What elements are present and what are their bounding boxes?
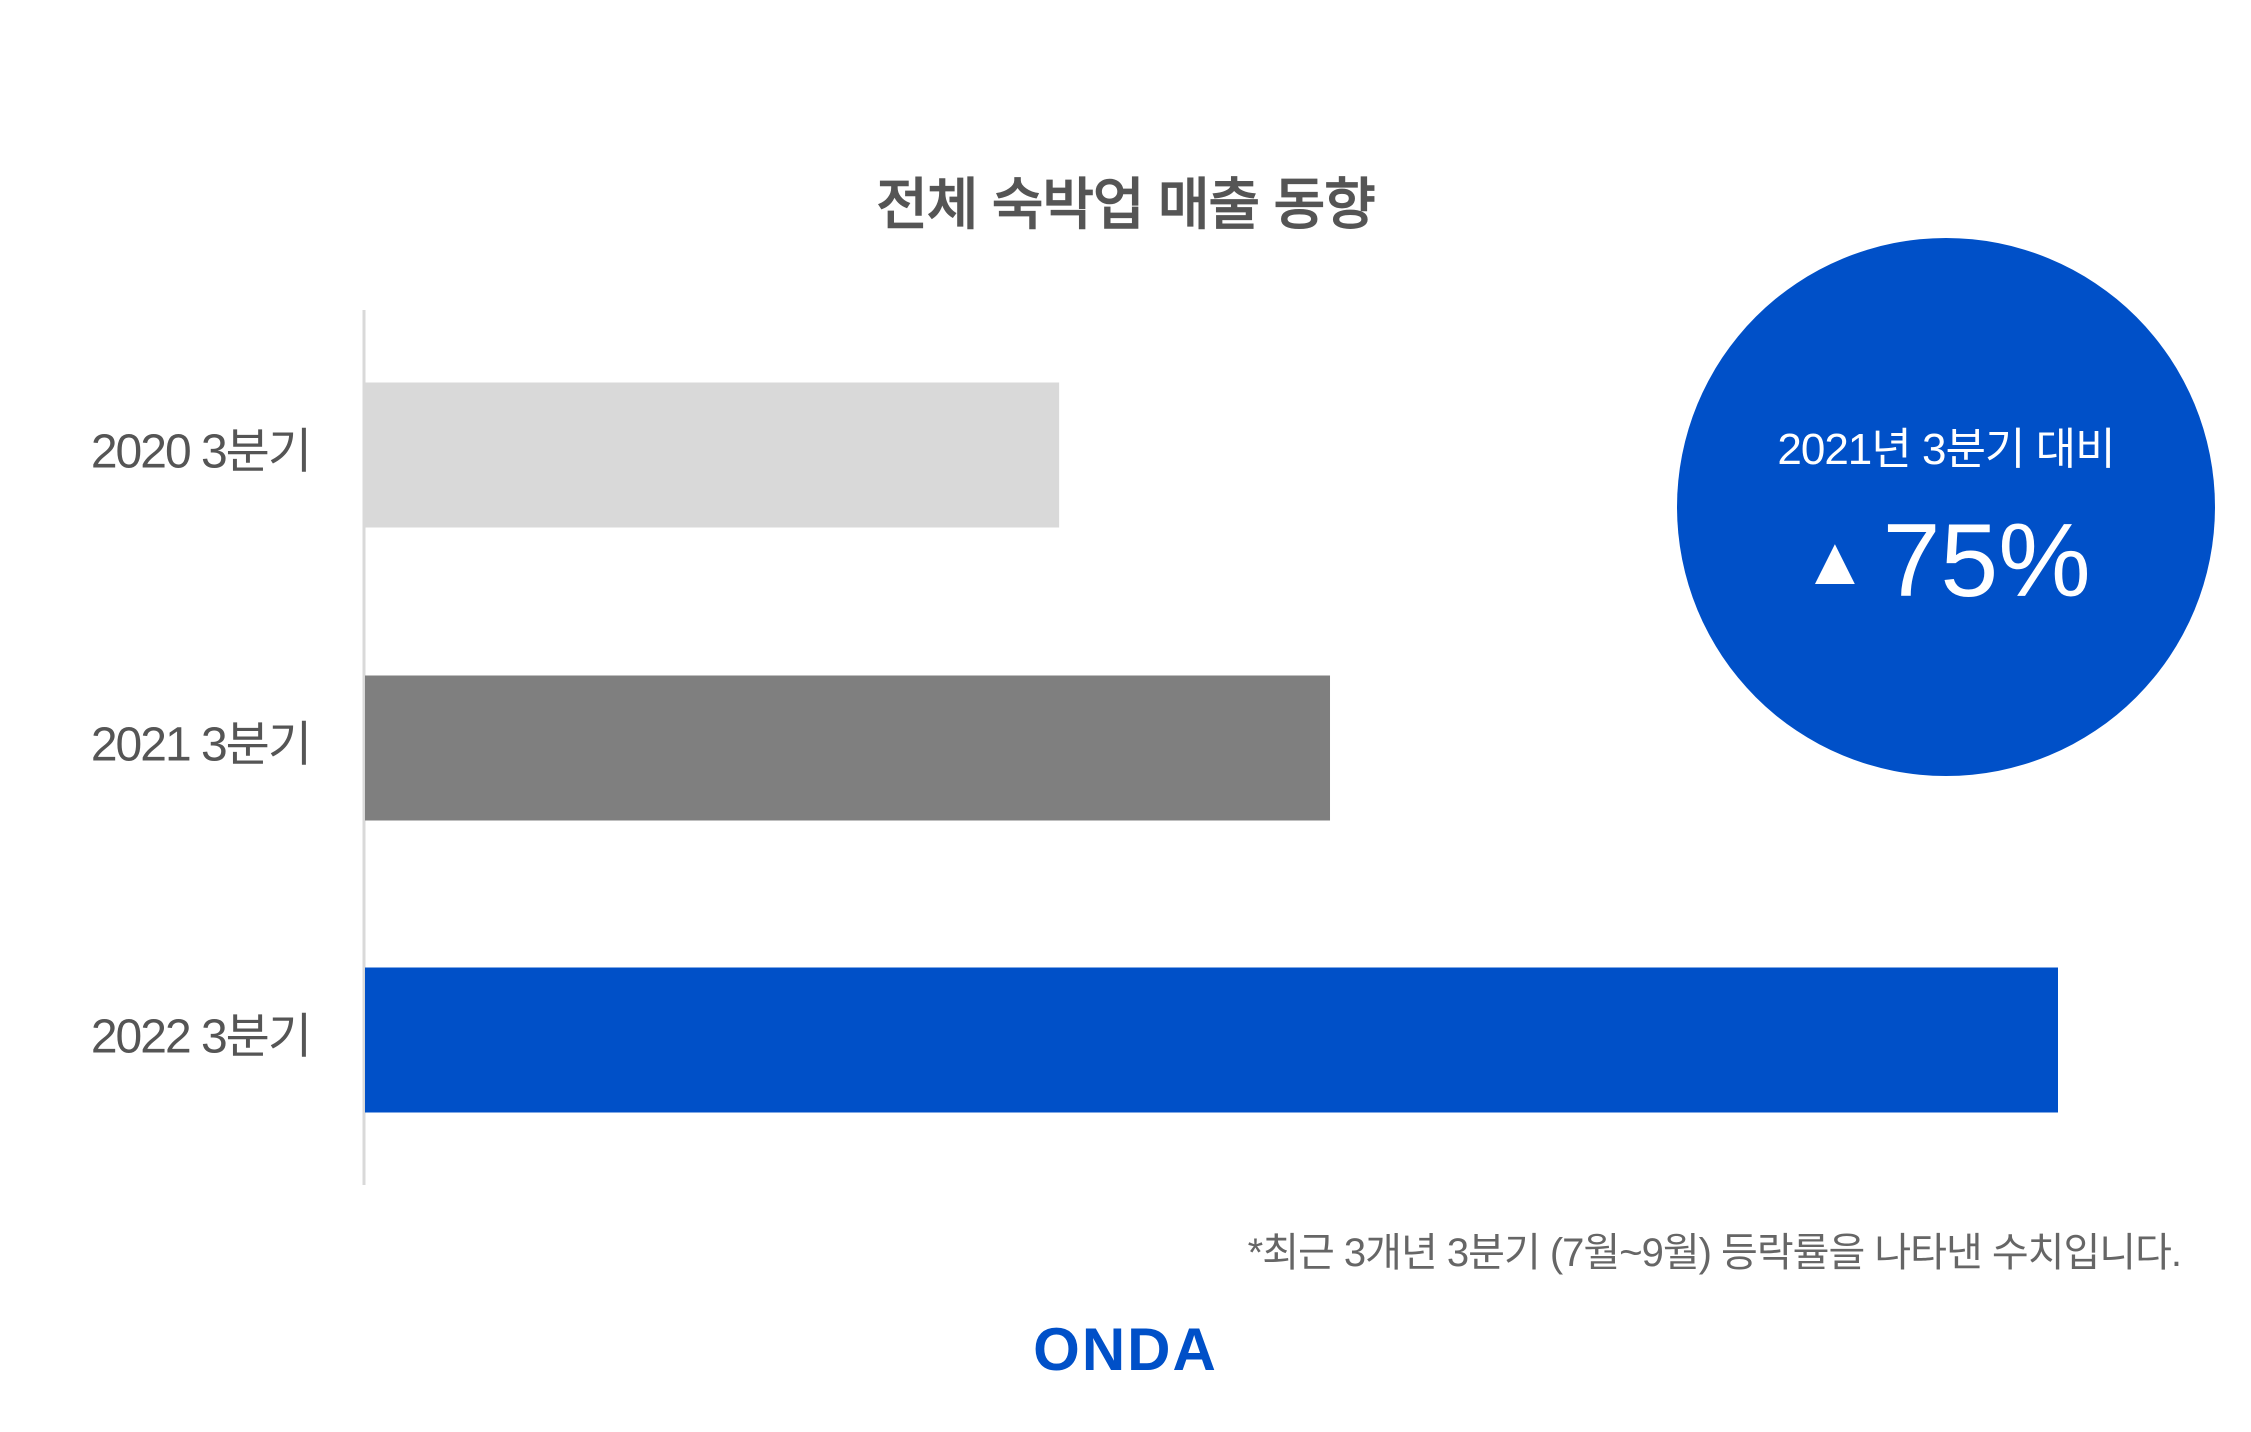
category-label-2: 2021 3분기 — [91, 719, 310, 772]
up-triangle-icon: ▲ — [1801, 523, 1869, 599]
chart-title: 전체 숙박업 매출 동향 — [876, 173, 1375, 236]
bar-2 — [365, 675, 1331, 821]
callout-value-row: ▲ 75% — [1677, 506, 2215, 616]
category-label-3: 2022 3분기 — [91, 1011, 310, 1064]
change-callout-circle: 2021년 3분기 대비 ▲ 75% — [1677, 238, 2215, 776]
category-label-1: 2020 3분기 — [91, 426, 310, 479]
callout-label: 2021년 3분기 대비 — [1777, 425, 2115, 474]
footnote: *최근 3개년 3분기 (7월~9월) 등락률을 나타낸 수치입니다. — [1247, 1231, 2182, 1275]
bar-3 — [365, 967, 2058, 1113]
bar-1 — [365, 382, 1060, 528]
onda-logo: ONDA — [1033, 1316, 1218, 1383]
tick-labels-group: 2020 3분기 2021 3분기 2022 3분기 — [91, 426, 312, 1064]
callout-value: 75% — [1882, 503, 2091, 619]
bars-group — [365, 382, 2058, 1113]
